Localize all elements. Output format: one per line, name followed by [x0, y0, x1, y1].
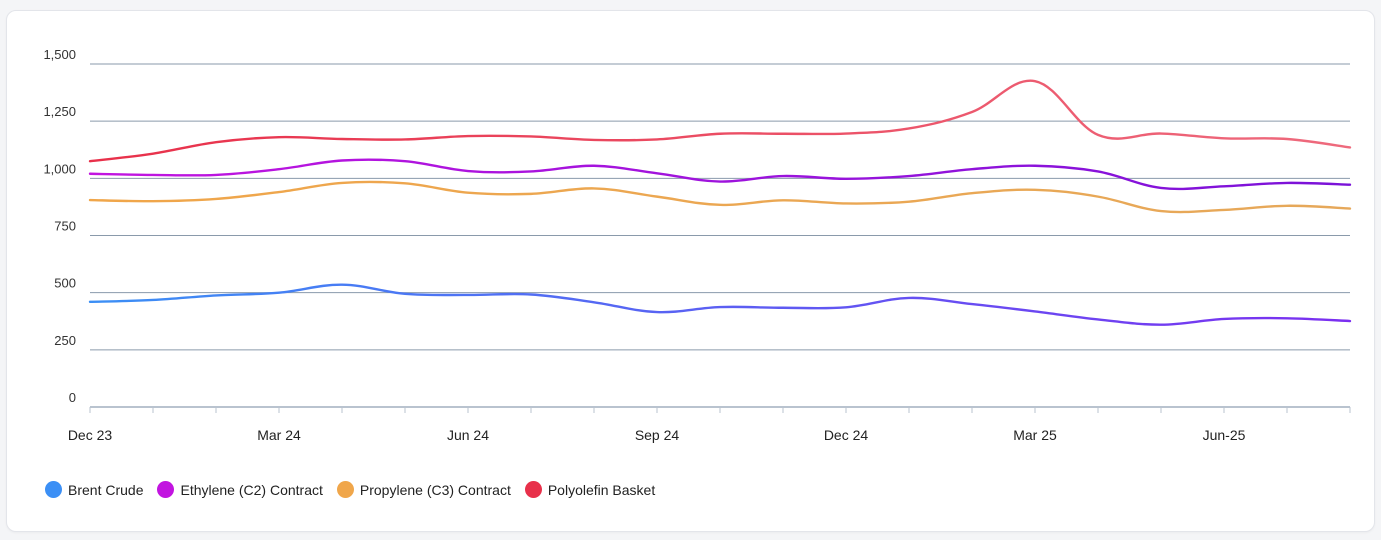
- x-tick-label: Jun-25: [1203, 427, 1246, 443]
- x-tick-label: Dec 24: [824, 427, 869, 443]
- legend-label-propylene: Propylene (C3) Contract: [359, 481, 511, 498]
- legend-item-propylene[interactable]: Propylene (C3) Contract: [336, 481, 511, 498]
- x-tick-label: Dec 23: [68, 427, 113, 443]
- legend-dot-brent-crude: [45, 481, 62, 498]
- series-line-polyolefin-basket[interactable]: [88, 79, 1352, 163]
- y-axis-ticks: 0 250 500 750 1,000 1,250 1,500: [43, 47, 76, 405]
- y-tick-label: 0: [69, 390, 76, 405]
- legend-dot-propylene: [336, 481, 354, 498]
- series-line-propylene-c3-contract[interactable]: [88, 180, 1352, 214]
- legend-label-polyolefin: Polyolefin Basket: [547, 481, 656, 498]
- x-tick-label: Mar 25: [1013, 427, 1057, 443]
- line-chart: 0 250 500 750 1,000 1,250 1,500 Dec 23 Mar 24 Ju…: [43, 47, 1352, 443]
- grid-lines: [90, 63, 1350, 408]
- x-tick-label: Mar 24: [257, 427, 301, 443]
- x-tick-label: Jun 24: [447, 427, 489, 443]
- y-tick-label: 1,000: [43, 161, 76, 176]
- legend-item-brent-crude[interactable]: Brent Crude: [45, 481, 143, 498]
- series-line-brent-crude[interactable]: [88, 283, 1352, 326]
- y-tick-label: 500: [54, 276, 76, 291]
- legend-label-ethylene: Ethylene (C2) Contract: [180, 481, 323, 498]
- y-tick-label: 750: [54, 219, 76, 234]
- y-tick-label: 1,250: [43, 104, 76, 119]
- legend-item-polyolefin[interactable]: Polyolefin Basket: [524, 481, 656, 498]
- series-lines: [88, 79, 1352, 326]
- series-line-ethylene-c2-contract[interactable]: [88, 158, 1352, 191]
- chart-card: 0 250 500 750 1,000 1,250 1,500 Dec 23 Mar 24 Ju…: [6, 10, 1375, 532]
- legend-label-brent-crude: Brent Crude: [68, 481, 144, 498]
- legend-dot-ethylene: [157, 481, 175, 498]
- y-tick-label: 250: [54, 333, 76, 348]
- legend: Brent Crude Ethylene (C2) Contract Propy…: [45, 481, 669, 498]
- x-tick-label: Sep 24: [635, 427, 680, 443]
- x-axis: Dec 23 Mar 24 Jun 24 Sep 24 Dec 24 Mar 25 Jun-…: [68, 407, 1351, 443]
- legend-item-ethylene[interactable]: Ethylene (C2) Contract: [157, 481, 323, 498]
- legend-dot-polyolefin: [524, 481, 542, 498]
- y-tick-label: 1,500: [43, 47, 76, 62]
